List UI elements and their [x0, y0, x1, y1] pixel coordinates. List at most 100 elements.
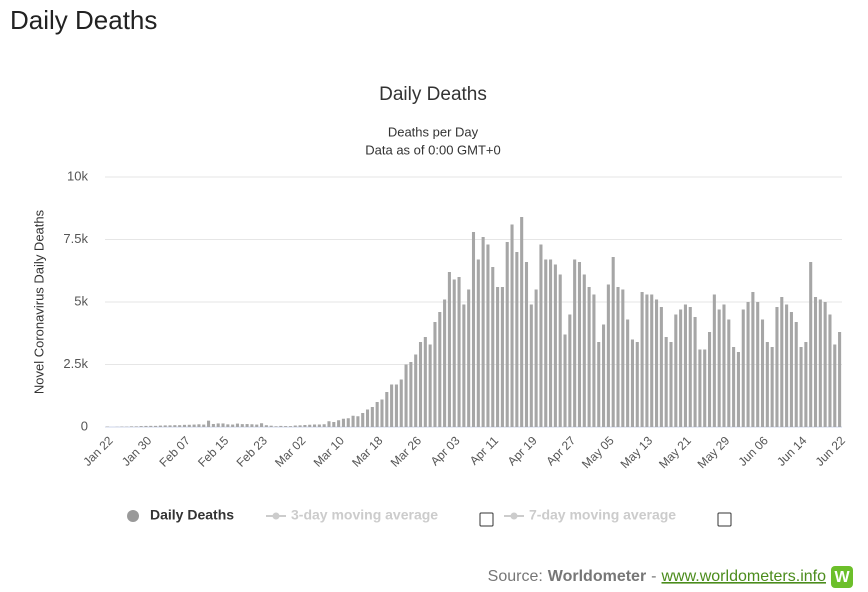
bar — [655, 299, 659, 427]
legend-entry[interactable]: 3-day moving average — [291, 507, 438, 523]
bar — [789, 312, 793, 427]
bar — [630, 339, 635, 427]
bar — [510, 224, 514, 427]
bar — [202, 424, 206, 427]
legend-marker — [127, 510, 139, 522]
bar — [284, 426, 288, 427]
bar — [520, 217, 524, 427]
bar — [365, 409, 370, 427]
bar — [476, 259, 480, 427]
bar — [260, 423, 264, 427]
bar — [216, 423, 220, 427]
bar — [394, 384, 398, 427]
bar — [659, 307, 663, 427]
bar — [433, 322, 437, 427]
checkbox[interactable] — [479, 512, 494, 527]
bar — [611, 257, 615, 427]
bar — [168, 425, 172, 427]
x-tick-label: Feb 15 — [195, 433, 232, 470]
bar — [163, 425, 167, 427]
bar — [688, 307, 692, 427]
bar — [351, 415, 355, 427]
bar — [775, 307, 779, 427]
bar — [404, 364, 408, 427]
bar — [669, 342, 673, 427]
x-tick-label: May 05 — [579, 433, 617, 471]
bar — [144, 425, 148, 427]
bar — [149, 425, 153, 427]
bar — [197, 424, 201, 427]
bar — [457, 277, 461, 427]
x-tick-label: May 13 — [618, 433, 656, 471]
bar — [568, 314, 572, 427]
bar — [833, 344, 837, 427]
bar — [380, 399, 384, 427]
bar — [722, 304, 726, 427]
checkbox[interactable] — [717, 512, 732, 527]
bar — [207, 420, 211, 427]
bar — [751, 292, 755, 427]
bar — [515, 252, 519, 427]
x-tick-label: Feb 07 — [157, 433, 194, 470]
legend-entry[interactable]: 7-day moving average — [529, 507, 676, 523]
bar — [322, 424, 326, 427]
y-tick-label: 0 — [81, 418, 88, 433]
bar — [240, 424, 244, 427]
bar — [264, 425, 268, 427]
bar — [385, 392, 389, 427]
bar — [178, 425, 182, 427]
bar — [544, 259, 548, 427]
bar — [158, 425, 162, 427]
bar — [462, 304, 466, 427]
bar — [375, 402, 379, 427]
bar — [799, 347, 803, 427]
bar — [491, 267, 495, 427]
bar — [553, 264, 557, 427]
bar — [765, 342, 769, 427]
legend-marker — [510, 512, 518, 520]
bar — [361, 413, 365, 427]
bar — [698, 349, 702, 427]
bar — [226, 424, 230, 427]
bar — [288, 426, 292, 427]
source-prefix: Source: — [488, 568, 543, 585]
x-tick-label: Jan 30 — [119, 433, 155, 469]
bar — [838, 332, 842, 427]
bar — [486, 244, 490, 427]
bar — [312, 424, 317, 427]
bar — [308, 424, 312, 427]
x-tick-label: May 29 — [695, 433, 733, 471]
bar — [235, 423, 240, 427]
bar — [452, 279, 456, 427]
bar — [418, 342, 423, 427]
bar — [693, 317, 697, 427]
bar — [399, 379, 403, 427]
x-tick-label: Mar 02 — [272, 433, 309, 470]
bar — [303, 425, 307, 427]
bar — [736, 352, 740, 427]
chart-subtitle: Deaths per Day — [388, 124, 479, 139]
bar — [250, 424, 254, 427]
legend-entry[interactable]: Daily Deaths — [150, 507, 234, 523]
bar — [231, 424, 235, 427]
bar — [703, 349, 707, 427]
source-link[interactable]: www.worldometers.info — [661, 568, 827, 585]
bar — [337, 420, 341, 427]
bar — [664, 337, 668, 427]
bar — [616, 287, 620, 427]
bar — [173, 425, 177, 427]
bar — [746, 302, 750, 427]
bar — [221, 423, 225, 427]
bar — [712, 294, 716, 427]
bar — [640, 292, 644, 427]
bar — [529, 304, 533, 427]
bar — [327, 421, 331, 427]
x-tick-label: Mar 26 — [388, 433, 425, 470]
bar — [534, 289, 538, 427]
bar — [139, 426, 143, 427]
chart-subtitle: Data as of 0:00 GMT+0 — [365, 142, 500, 157]
bar — [245, 424, 249, 427]
x-tick-label: Apr 03 — [428, 433, 463, 468]
bar — [317, 424, 321, 427]
x-tick-label: Jun 14 — [774, 433, 810, 469]
